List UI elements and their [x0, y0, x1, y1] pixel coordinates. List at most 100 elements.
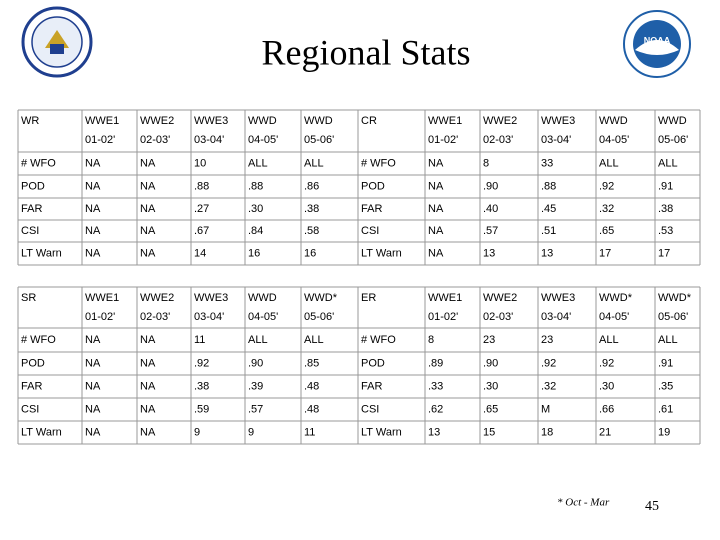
cell: .88	[541, 180, 556, 192]
cell: .35	[658, 380, 673, 392]
column-years: 05-06'	[304, 311, 334, 323]
cell: NA	[85, 247, 101, 259]
row-label: # WFO	[21, 334, 56, 346]
column-name: WWE2	[483, 115, 517, 127]
noaa-logo: NOAA	[623, 10, 691, 78]
cell: 23	[483, 334, 495, 346]
table-label: SR	[21, 292, 36, 304]
cell: .90	[483, 357, 498, 369]
column-name: WWD	[248, 115, 277, 127]
cell: NA	[85, 157, 101, 169]
row-label: CSI	[361, 403, 379, 415]
cell: NA	[140, 157, 156, 169]
cell: ALL	[599, 157, 619, 169]
cell: .67	[194, 225, 209, 237]
cell: NA	[140, 225, 156, 237]
cell: ALL	[658, 334, 678, 346]
table-label: WR	[21, 115, 39, 127]
row-label: CSI	[21, 403, 39, 415]
svg-text:NOAA: NOAA	[644, 35, 671, 45]
column-name: WWE3	[194, 292, 228, 304]
cell: .30	[599, 380, 614, 392]
column-name: WWE2	[483, 292, 517, 304]
column-years: 03-04'	[194, 311, 224, 323]
cell: .92	[599, 357, 614, 369]
cell: .85	[304, 357, 319, 369]
cell: 11	[194, 334, 205, 346]
cell: 21	[599, 426, 611, 438]
column-years: 05-06'	[658, 134, 688, 146]
cell: 15	[483, 426, 495, 438]
cell: 33	[541, 157, 553, 169]
cell: .84	[248, 225, 263, 237]
cell: NA	[428, 203, 444, 215]
row-label: FAR	[361, 203, 382, 215]
cell: M	[541, 403, 550, 415]
cell: NA	[428, 225, 444, 237]
cell: 13	[428, 426, 440, 438]
column-years: 02-03'	[483, 311, 513, 323]
cell: 13	[483, 247, 495, 259]
cell: 23	[541, 334, 553, 346]
table-label: CR	[361, 115, 377, 127]
cell: NA	[85, 426, 101, 438]
cell: NA	[428, 247, 444, 259]
column-years: 03-04'	[541, 311, 571, 323]
cell: .92	[599, 180, 614, 192]
cell: NA	[140, 180, 156, 192]
cell: 10	[194, 157, 206, 169]
cell: ALL	[599, 334, 619, 346]
row-label: # WFO	[361, 157, 396, 169]
cell: NA	[140, 426, 156, 438]
cell: .66	[599, 403, 614, 415]
cell: NA	[85, 357, 101, 369]
column-name: WWD*	[658, 292, 692, 304]
cell: .38	[658, 203, 673, 215]
cell: 11	[304, 426, 315, 438]
cell: NA	[85, 403, 101, 415]
cell: ALL	[658, 157, 678, 169]
column-years: 02-03'	[140, 311, 170, 323]
cell: ALL	[248, 334, 268, 346]
cell: .57	[248, 403, 263, 415]
cell: 18	[541, 426, 553, 438]
cell: NA	[428, 157, 444, 169]
cell: 16	[304, 247, 316, 259]
cell: .65	[483, 403, 498, 415]
cell: 16	[248, 247, 260, 259]
cell: .88	[194, 180, 209, 192]
row-label: LT Warn	[361, 426, 402, 438]
column-name: WWD*	[599, 292, 633, 304]
column-years: 01-02'	[85, 311, 115, 323]
column-name: WWD	[304, 115, 333, 127]
cell: 9	[194, 426, 200, 438]
cell: NA	[140, 203, 156, 215]
footnote: * Oct - Mar	[557, 497, 610, 509]
cell: .86	[304, 180, 319, 192]
cell: NA	[428, 180, 444, 192]
cell: .45	[541, 203, 556, 215]
cell: .62	[428, 403, 443, 415]
column-years: 01-02'	[85, 134, 115, 146]
cell: NA	[85, 380, 101, 392]
cell: .39	[248, 380, 263, 392]
row-label: FAR	[361, 380, 382, 392]
column-years: 05-06'	[304, 134, 334, 146]
column-years: 05-06'	[658, 311, 688, 323]
cell: .32	[599, 203, 614, 215]
cell: .40	[483, 203, 498, 215]
cell: .30	[248, 203, 263, 215]
cell: 19	[658, 426, 670, 438]
row-label: POD	[21, 357, 45, 369]
column-name: WWD*	[304, 292, 338, 304]
column-years: 02-03'	[140, 134, 170, 146]
row-label: LT Warn	[361, 247, 402, 259]
column-years: 04-05'	[248, 134, 278, 146]
column-years: 04-05'	[599, 134, 629, 146]
cell: .92	[194, 357, 209, 369]
column-years: 04-05'	[248, 311, 278, 323]
cell: 8	[428, 334, 434, 346]
cell: .57	[483, 225, 498, 237]
